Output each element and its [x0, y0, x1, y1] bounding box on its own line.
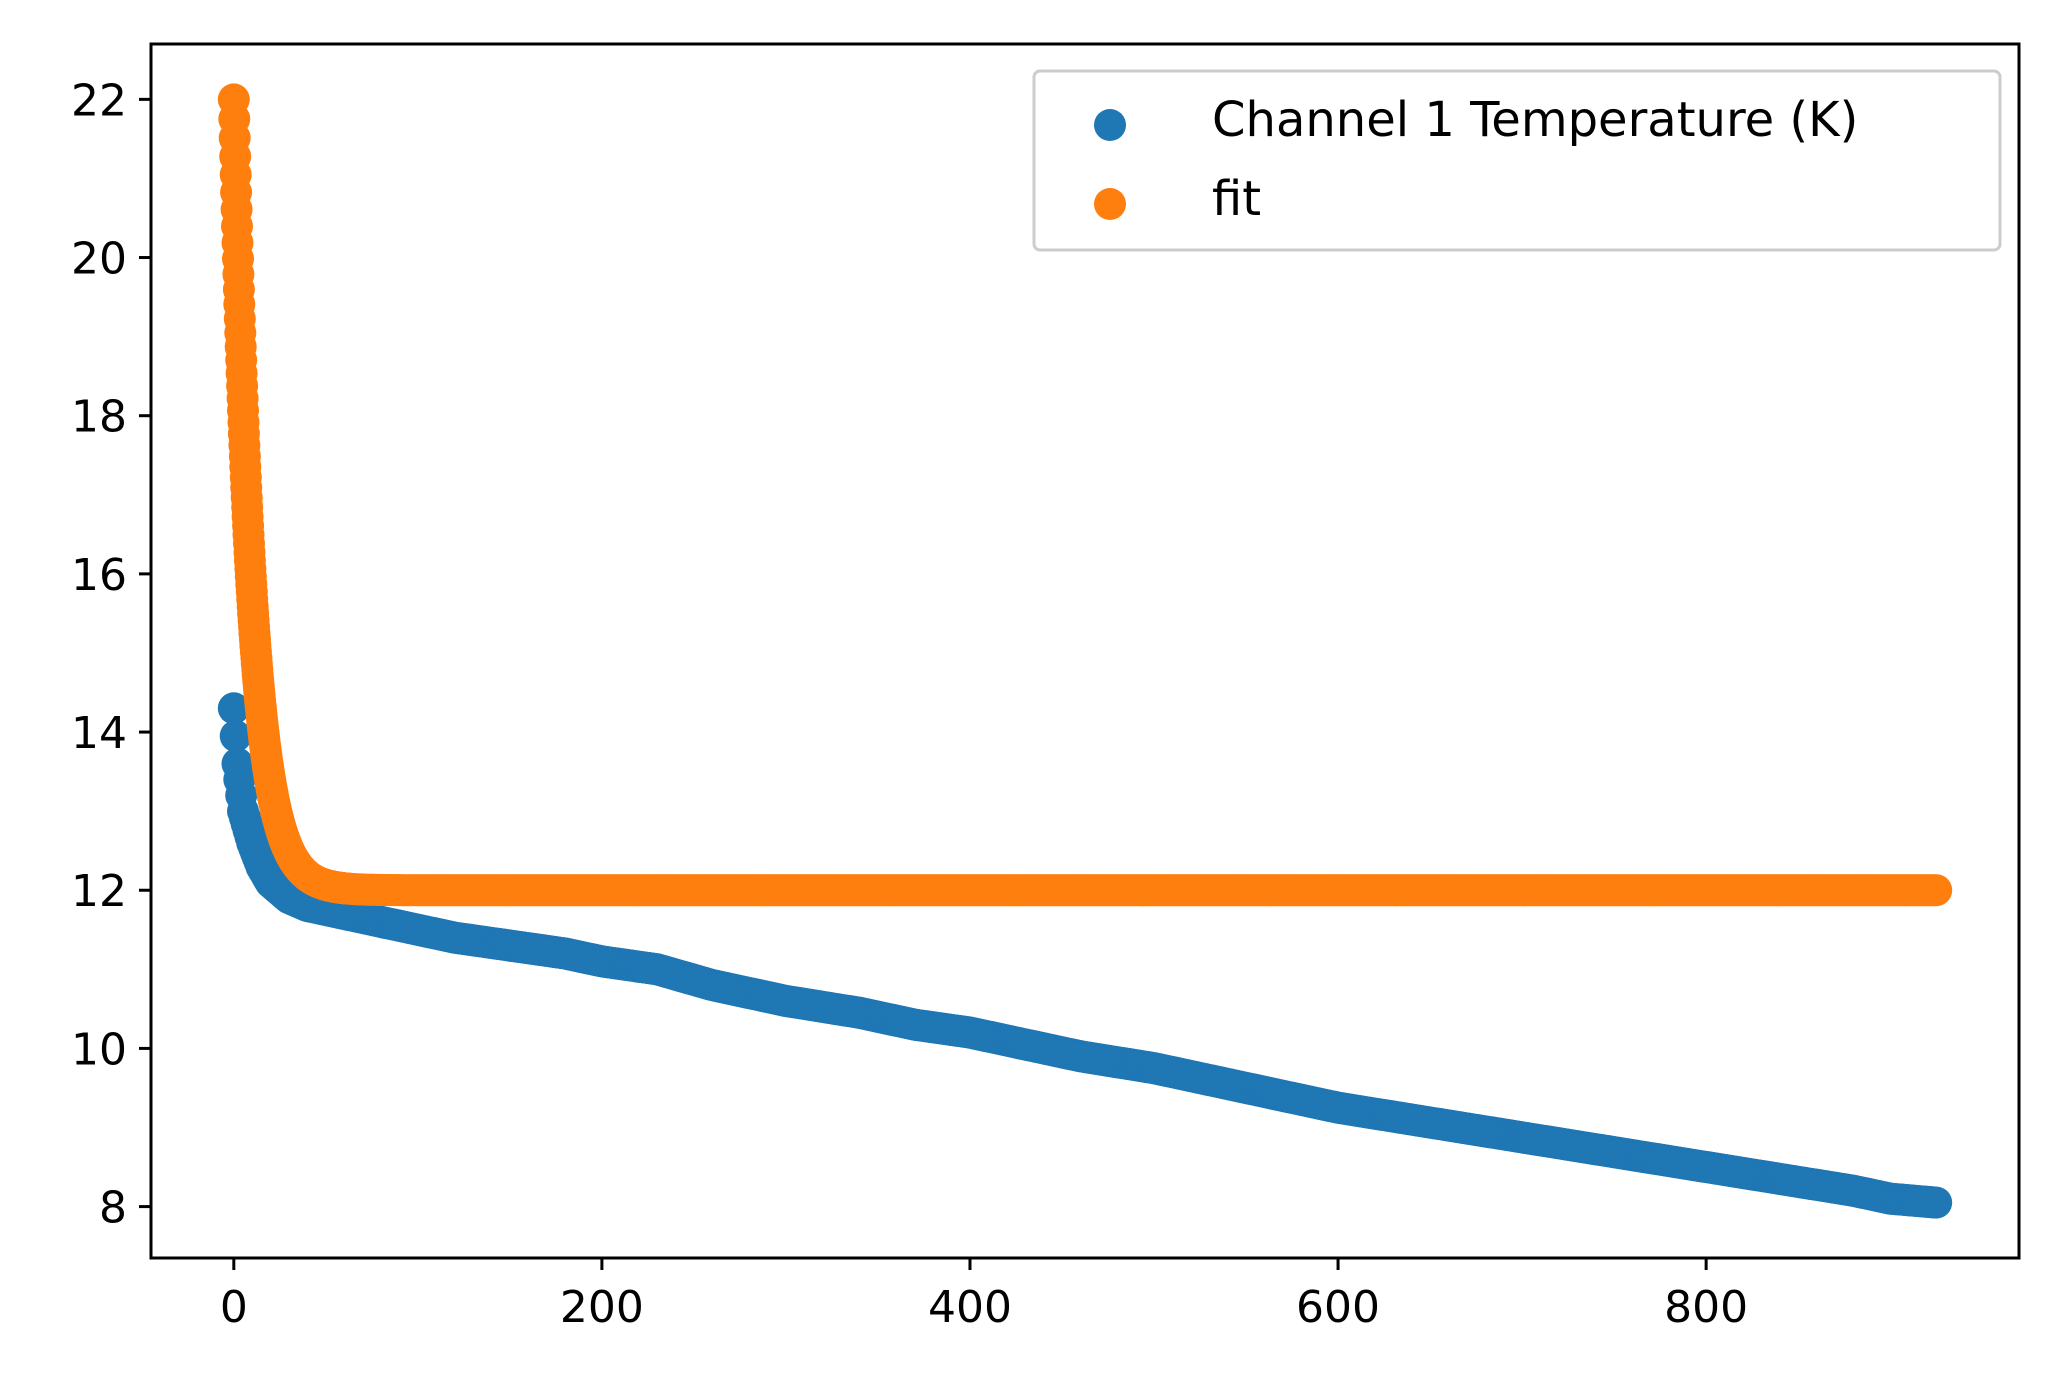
x-tick-label: 200 [560, 1282, 644, 1333]
y-tick-label: 8 [99, 1183, 127, 1234]
x-tick-label: 400 [928, 1282, 1012, 1333]
legend: Channel 1 Temperature (K) fit [1032, 69, 2002, 252]
y-tick-label: 22 [71, 75, 127, 126]
data-point [1920, 1186, 1953, 1219]
y-tick-label: 20 [71, 234, 127, 285]
plot-frame [149, 42, 2021, 1260]
legend-label-fit: fit [1212, 171, 1261, 227]
series-fit [217, 83, 1953, 907]
legend-label-channel1: Channel 1 Temperature (K) [1212, 92, 1858, 148]
y-axis: 8 10 12 14 16 18 20 22 [71, 75, 151, 1234]
legend-marker-fit [1094, 188, 1126, 220]
y-tick-label: 16 [71, 550, 127, 601]
series-layer [217, 83, 1953, 1219]
fit-point [1920, 874, 1953, 907]
legend-box [1032, 69, 2002, 252]
legend-marker-channel1 [1094, 109, 1126, 141]
x-tick-label: 0 [220, 1282, 248, 1333]
y-tick-label: 18 [71, 392, 127, 443]
data-point [217, 692, 250, 725]
x-tick-label: 600 [1296, 1282, 1380, 1333]
y-tick-label: 10 [71, 1024, 127, 1075]
data-point [219, 720, 252, 752]
series-channel1 [217, 692, 1953, 1219]
x-tick-label: 800 [1664, 1282, 1748, 1333]
y-tick-label: 12 [71, 866, 127, 917]
x-axis: 0 200 400 600 800 [220, 1258, 1748, 1333]
y-tick-label: 14 [71, 708, 127, 759]
